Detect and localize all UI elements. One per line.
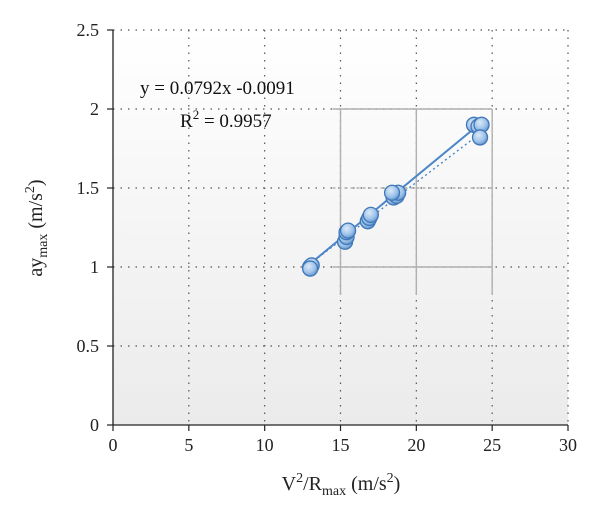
y-tick-label: 2.5	[77, 20, 100, 40]
y-tick-label: 2	[90, 99, 99, 119]
data-points	[302, 116, 490, 277]
equation-label: y = 0.0792x -0.0091	[140, 78, 295, 99]
data-point	[471, 129, 489, 146]
x-tick-label: 10	[256, 435, 274, 455]
x-tick-label: 15	[332, 435, 350, 455]
y-tick-label: 0	[90, 415, 99, 435]
y-tick-label: 0.5	[77, 336, 100, 356]
r2-label: R2 = 0.9957	[180, 107, 272, 132]
x-tick-label: 0	[109, 435, 118, 455]
tick-labels: 0 5 10 15 20 25 30 0 0.5 1 1.5 2 2.5	[77, 20, 578, 455]
y-axis-title: aymax (m/s2)	[23, 179, 51, 276]
data-point	[362, 206, 379, 224]
data-point	[339, 222, 357, 239]
axes	[107, 29, 569, 431]
x-tick-label: 5	[184, 435, 193, 455]
x-tick-label: 20	[407, 435, 425, 455]
x-tick-label: 25	[483, 435, 501, 455]
data-point	[383, 184, 401, 201]
gridlines	[113, 29, 569, 425]
data-point	[302, 260, 319, 277]
y-tick-label: 1	[90, 257, 99, 277]
x-tick-label: 30	[559, 435, 577, 455]
x-axis-title: V2/Rmax (m/s2)	[282, 471, 401, 499]
y-tick-label: 1.5	[77, 178, 100, 198]
reference-box	[332, 108, 493, 295]
